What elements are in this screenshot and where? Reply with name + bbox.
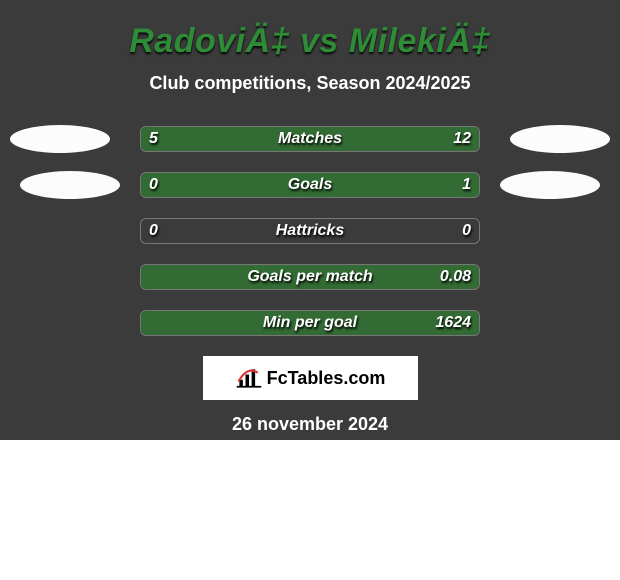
bar-chart-icon bbox=[235, 367, 263, 389]
team-badge-left bbox=[20, 171, 120, 199]
stat-label: Goals per match bbox=[141, 265, 479, 289]
stat-row: 1624Min per goal bbox=[0, 300, 620, 346]
team-badge-left bbox=[10, 125, 110, 153]
logo-text: FcTables.com bbox=[235, 367, 386, 389]
stat-row: 01Goals bbox=[0, 162, 620, 208]
comparison-card: RadoviÄ‡ vs MilekiÄ‡ Club competitions, … bbox=[0, 0, 620, 440]
stat-bar: 0.08Goals per match bbox=[140, 264, 480, 290]
stat-bar: 00Hattricks bbox=[140, 218, 480, 244]
logo-label: FcTables.com bbox=[267, 368, 386, 389]
stat-label: Min per goal bbox=[141, 311, 479, 335]
stat-row: 00Hattricks bbox=[0, 208, 620, 254]
stats-container: 512Matches 01Goals 00Hattricks 0.08Goals pe… bbox=[0, 116, 620, 346]
stat-bar: 01Goals bbox=[140, 172, 480, 198]
stat-label: Matches bbox=[141, 127, 479, 151]
stat-bar: 512Matches bbox=[140, 126, 480, 152]
stat-row: 0.08Goals per match bbox=[0, 254, 620, 300]
team-badge-right bbox=[500, 171, 600, 199]
stat-label: Goals bbox=[141, 173, 479, 197]
stat-label: Hattricks bbox=[141, 219, 479, 243]
subtitle: Club competitions, Season 2024/2025 bbox=[0, 73, 620, 94]
fctables-logo[interactable]: FcTables.com bbox=[203, 356, 418, 400]
date-label: 26 november 2024 bbox=[0, 414, 620, 435]
stat-row: 512Matches bbox=[0, 116, 620, 162]
team-badge-right bbox=[510, 125, 610, 153]
stat-bar: 1624Min per goal bbox=[140, 310, 480, 336]
page-title: RadoviÄ‡ vs MilekiÄ‡ bbox=[0, 22, 620, 61]
